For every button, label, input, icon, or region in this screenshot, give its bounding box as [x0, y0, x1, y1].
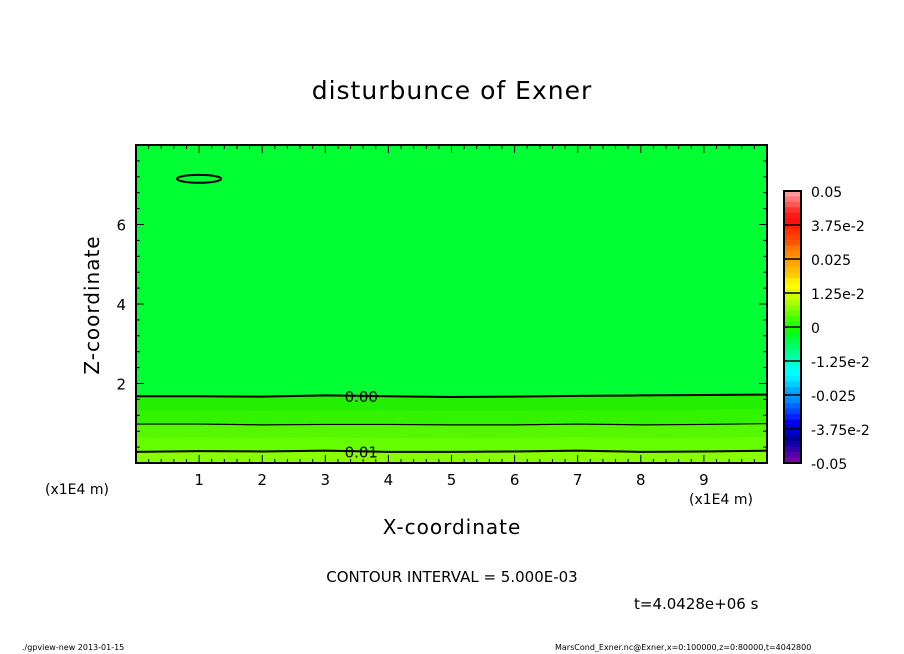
colorbar-label: 3.75e-2 [811, 219, 865, 235]
colorbar-swatch [784, 278, 801, 284]
colorbar-swatch [784, 343, 801, 350]
colorbar-swatch [784, 321, 801, 328]
colorbar-swatch [784, 245, 801, 252]
y-tick-label: 6 [116, 217, 126, 235]
x-unit-label-left: (x1E4 m) [45, 482, 109, 498]
colorbar-swatch [784, 305, 801, 312]
colorbar-label: -1.25e-2 [811, 355, 870, 371]
colorbar-swatch [784, 272, 801, 279]
contour-line [136, 393, 768, 399]
colorbar-swatch [784, 337, 801, 344]
closed-contour [176, 173, 223, 184]
colorbar-swatch [784, 414, 801, 420]
colorbar-swatch [784, 365, 801, 372]
colorbar-swatch [784, 419, 801, 426]
colorbar-swatch [784, 207, 801, 214]
x-tick-label: 1 [194, 471, 204, 489]
colorbar-swatch [784, 218, 801, 225]
colorbar-swatch [784, 310, 801, 317]
contour-interval: CONTOUR INTERVAL = 5.000E-03 [326, 568, 578, 586]
colorbar-swatch [784, 408, 801, 415]
x-tick-label: 2 [257, 471, 267, 489]
colorbar-label: -0.05 [811, 457, 847, 473]
colorbar-swatch [784, 386, 801, 393]
colorbar-swatch [784, 457, 801, 464]
x-tick-label: 6 [510, 471, 520, 489]
colorbar-label: 1.25e-2 [811, 287, 865, 303]
colorbar-swatch [784, 403, 801, 410]
colorbar-swatch [784, 191, 801, 197]
colorbar-swatch [784, 316, 801, 323]
colorbar-swatch [784, 424, 801, 431]
colorbar-label: -3.75e-2 [811, 423, 870, 439]
colorbar-swatch [784, 283, 801, 290]
x-axis-label: X-coordinate [382, 515, 522, 539]
colorbar-swatch [784, 229, 801, 236]
colorbar-swatch [784, 435, 801, 442]
colorbar-swatch [784, 223, 801, 230]
contour-line [136, 423, 768, 426]
colorbar-swatch [784, 381, 801, 388]
chart-title: disturbunce of Exner [311, 76, 593, 105]
colorbar-swatch [784, 212, 801, 219]
x-tick-label: 3 [321, 471, 331, 489]
colorbar-label: 0.05 [811, 185, 842, 201]
y-axis-label: Z-coordinate [80, 235, 104, 375]
footer-left: ./gpview-new 2013-01-15 [22, 643, 125, 652]
colorbar-swatch [784, 294, 801, 301]
y-tick-label: 4 [116, 296, 126, 314]
colorbar-frame [783, 190, 802, 464]
colorbar-swatch [784, 250, 801, 257]
time-label: t=4.0428e+06 s [634, 595, 759, 613]
colorbar-swatch [784, 239, 801, 246]
colorbar-swatch [784, 201, 801, 208]
colorbar-swatch [784, 196, 801, 203]
colorbar-swatch [784, 354, 801, 361]
colorbar-swatch [784, 397, 801, 404]
colorbar-swatch [784, 370, 801, 377]
x-unit-label-right: (x1E4 m) [689, 492, 753, 508]
colorbar-swatch [784, 234, 801, 241]
x-tick-label: 8 [636, 471, 646, 489]
colorbar-swatch [784, 348, 801, 355]
colorbar-label: 0.025 [811, 253, 851, 269]
contour-label: 0.01 [345, 443, 378, 461]
colorbar-swatch [784, 299, 801, 306]
x-tick-label: 7 [573, 471, 583, 489]
x-tick-label: 4 [384, 471, 394, 489]
colorbar-label: 0 [811, 321, 820, 337]
contour-label: 0.00 [345, 388, 378, 406]
colorbar-swatch [784, 332, 801, 339]
footer-right: MarsCond_Exner.nc@Exner,x=0:100000,z=0:8… [555, 643, 812, 652]
x-tick-label: 9 [699, 471, 709, 489]
colorbar-swatch [784, 430, 801, 437]
colorbar-swatch [784, 288, 801, 295]
colorbar-swatch [784, 452, 801, 459]
colorbar-swatch [784, 446, 801, 453]
colorbar-swatch [784, 327, 801, 333]
x-tick-label: 5 [447, 471, 457, 489]
colorbar-swatch [784, 267, 801, 274]
y-tick-label: 2 [116, 376, 126, 394]
colorbar-label: -0.025 [811, 389, 856, 405]
colorbar-swatch [784, 441, 801, 448]
colorbar-swatch [784, 375, 801, 382]
contour-line [135, 449, 768, 453]
colorbar-swatch [784, 359, 801, 366]
colorbar-swatch [784, 261, 801, 268]
